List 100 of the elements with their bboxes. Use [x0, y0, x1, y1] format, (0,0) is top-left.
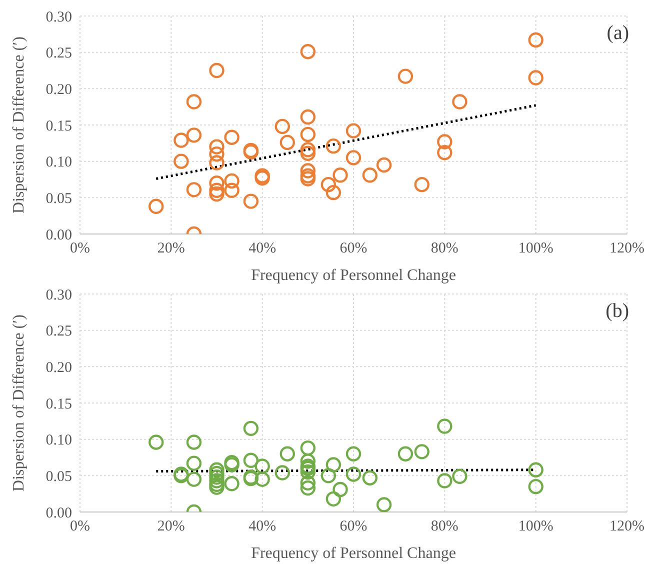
point — [528, 478, 544, 494]
point — [209, 62, 224, 78]
point — [186, 182, 202, 198]
point — [346, 123, 362, 138]
point — [320, 176, 336, 192]
point — [174, 154, 189, 169]
point — [224, 182, 240, 198]
point — [346, 150, 362, 166]
point — [300, 109, 316, 125]
point — [362, 470, 378, 486]
point — [209, 186, 224, 202]
point — [437, 418, 452, 434]
y-tick-label: 0.10 — [46, 154, 72, 171]
point — [243, 420, 259, 436]
point — [346, 466, 362, 482]
point — [280, 446, 296, 462]
x-axis-title: Frequency of Personnel Change — [251, 267, 456, 284]
point — [174, 132, 189, 148]
point — [254, 472, 270, 487]
point — [437, 145, 452, 160]
y-tick-label: 0.10 — [46, 432, 72, 449]
point — [186, 456, 202, 471]
point — [528, 70, 544, 86]
point — [362, 168, 378, 183]
point — [326, 184, 342, 200]
point — [209, 182, 224, 198]
point — [254, 458, 270, 474]
y-tick-label: 0.30 — [46, 287, 72, 304]
x-tick-label: 60% — [340, 518, 368, 535]
y-tick-label: 0.00 — [46, 505, 72, 522]
point — [452, 468, 468, 484]
point — [300, 171, 316, 186]
x-tick-label: 120% — [610, 240, 644, 257]
point — [209, 480, 224, 495]
point — [209, 462, 224, 478]
point — [300, 126, 316, 142]
point — [224, 476, 240, 492]
y-tick-label: 0.05 — [46, 468, 72, 485]
point — [300, 464, 316, 480]
y-tick-label: 0.20 — [46, 360, 72, 376]
x-tick-label: 40% — [248, 240, 276, 257]
point — [300, 163, 316, 178]
point — [326, 457, 342, 472]
y-tick-label: 0.15 — [46, 118, 72, 134]
point — [300, 480, 316, 496]
point — [346, 446, 362, 462]
x-tick-label: 120% — [610, 518, 644, 535]
x-tick-label: 60% — [340, 240, 368, 257]
point — [398, 68, 414, 84]
y-tick-label: 0.05 — [46, 190, 72, 207]
point — [376, 497, 392, 512]
point — [300, 168, 316, 184]
point — [300, 44, 316, 60]
point — [300, 475, 316, 491]
x-tick-label: 20% — [157, 240, 185, 257]
x-tick-label: 80% — [430, 240, 458, 257]
y-tick-label: 0.20 — [46, 82, 72, 98]
x-axis-title: Frequency of Personnel Change — [251, 545, 456, 562]
point — [332, 168, 348, 183]
point — [224, 173, 240, 189]
point — [274, 465, 290, 480]
point — [376, 157, 392, 173]
point — [280, 134, 296, 150]
y-tick-label: 0.00 — [46, 227, 72, 244]
point — [528, 32, 544, 48]
point — [243, 452, 259, 468]
y-tick-label: 0.25 — [46, 324, 72, 340]
annotation: (b) — [606, 300, 629, 323]
point — [300, 440, 316, 456]
point — [186, 472, 202, 487]
point — [326, 491, 342, 507]
x-tick-label: 0% — [70, 240, 90, 257]
y-tick-label: 0.15 — [46, 396, 72, 412]
point — [243, 194, 259, 209]
point — [528, 462, 544, 478]
point — [148, 434, 164, 450]
x-tick-label: 0% — [70, 518, 90, 535]
point — [186, 94, 202, 110]
point — [300, 146, 316, 161]
point — [209, 139, 224, 154]
point — [274, 118, 290, 134]
point — [414, 444, 430, 460]
point — [320, 468, 336, 484]
x-tick-label: 100% — [518, 240, 554, 257]
point — [437, 473, 452, 488]
point — [186, 128, 202, 143]
point — [209, 155, 224, 170]
point — [300, 454, 316, 469]
point — [326, 138, 342, 154]
point — [186, 434, 202, 450]
annotation: (a) — [606, 22, 629, 45]
x-tick-label: 40% — [248, 518, 276, 535]
point — [414, 176, 430, 192]
y-tick-label: 0.25 — [46, 46, 72, 62]
x-tick-label: 20% — [157, 518, 185, 535]
point — [398, 446, 414, 462]
point — [209, 146, 224, 162]
y-tick-label: 0.30 — [46, 9, 72, 26]
point — [209, 176, 224, 191]
x-tick-label: 100% — [518, 518, 554, 535]
